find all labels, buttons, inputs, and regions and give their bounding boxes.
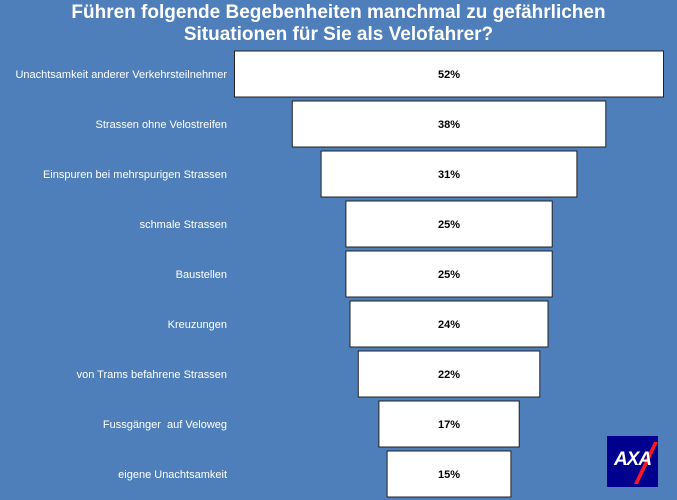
bar-3 — [345, 200, 553, 248]
value-label-1: 38% — [438, 119, 460, 131]
bar-8 — [386, 450, 512, 498]
category-label-4: Baustellen — [176, 269, 227, 281]
bar-5 — [349, 300, 549, 348]
value-label-5: 24% — [438, 319, 460, 331]
value-label-8: 15% — [438, 469, 460, 481]
category-label-8: eigene Unachtsamkeit — [118, 469, 227, 481]
value-label-2: 31% — [438, 169, 460, 181]
category-label-1: Strassen ohne Velostreifen — [96, 119, 227, 131]
bar-6 — [357, 350, 541, 398]
axa-logo-text: AXA — [613, 449, 652, 470]
category-label-5: Kreuzungen — [168, 319, 227, 331]
value-label-4: 25% — [438, 269, 460, 281]
title-line-1: Führen folgende Begebenheiten manchmal z… — [71, 2, 606, 23]
category-label-7: Fussgänger auf Veloweg — [103, 419, 227, 431]
axa-logo-stripe — [634, 442, 658, 484]
category-label-0: Unachtsamkeit anderer Verkehrsteilnehmer — [15, 69, 227, 81]
category-label-6: von Trams befahrene Strassen — [77, 369, 227, 381]
value-label-6: 22% — [438, 369, 460, 381]
axa-logo: AXA — [607, 436, 658, 487]
category-label-2: Einspuren bei mehrspurigen Strassen — [43, 169, 227, 181]
bar-4 — [345, 250, 553, 298]
chart-title: Führen folgende Begebenheiten manchmal z… — [0, 2, 677, 46]
category-label-3: schmale Strassen — [140, 219, 227, 231]
bar-1 — [291, 100, 607, 148]
title-line-2: Situationen für Sie als Velofahrer? — [183, 24, 494, 45]
bar-2 — [320, 150, 578, 198]
bar-0 — [234, 50, 664, 98]
value-label-3: 25% — [438, 219, 460, 231]
bar-7 — [378, 400, 520, 448]
value-label-0: 52% — [438, 69, 460, 81]
value-label-7: 17% — [438, 419, 460, 431]
